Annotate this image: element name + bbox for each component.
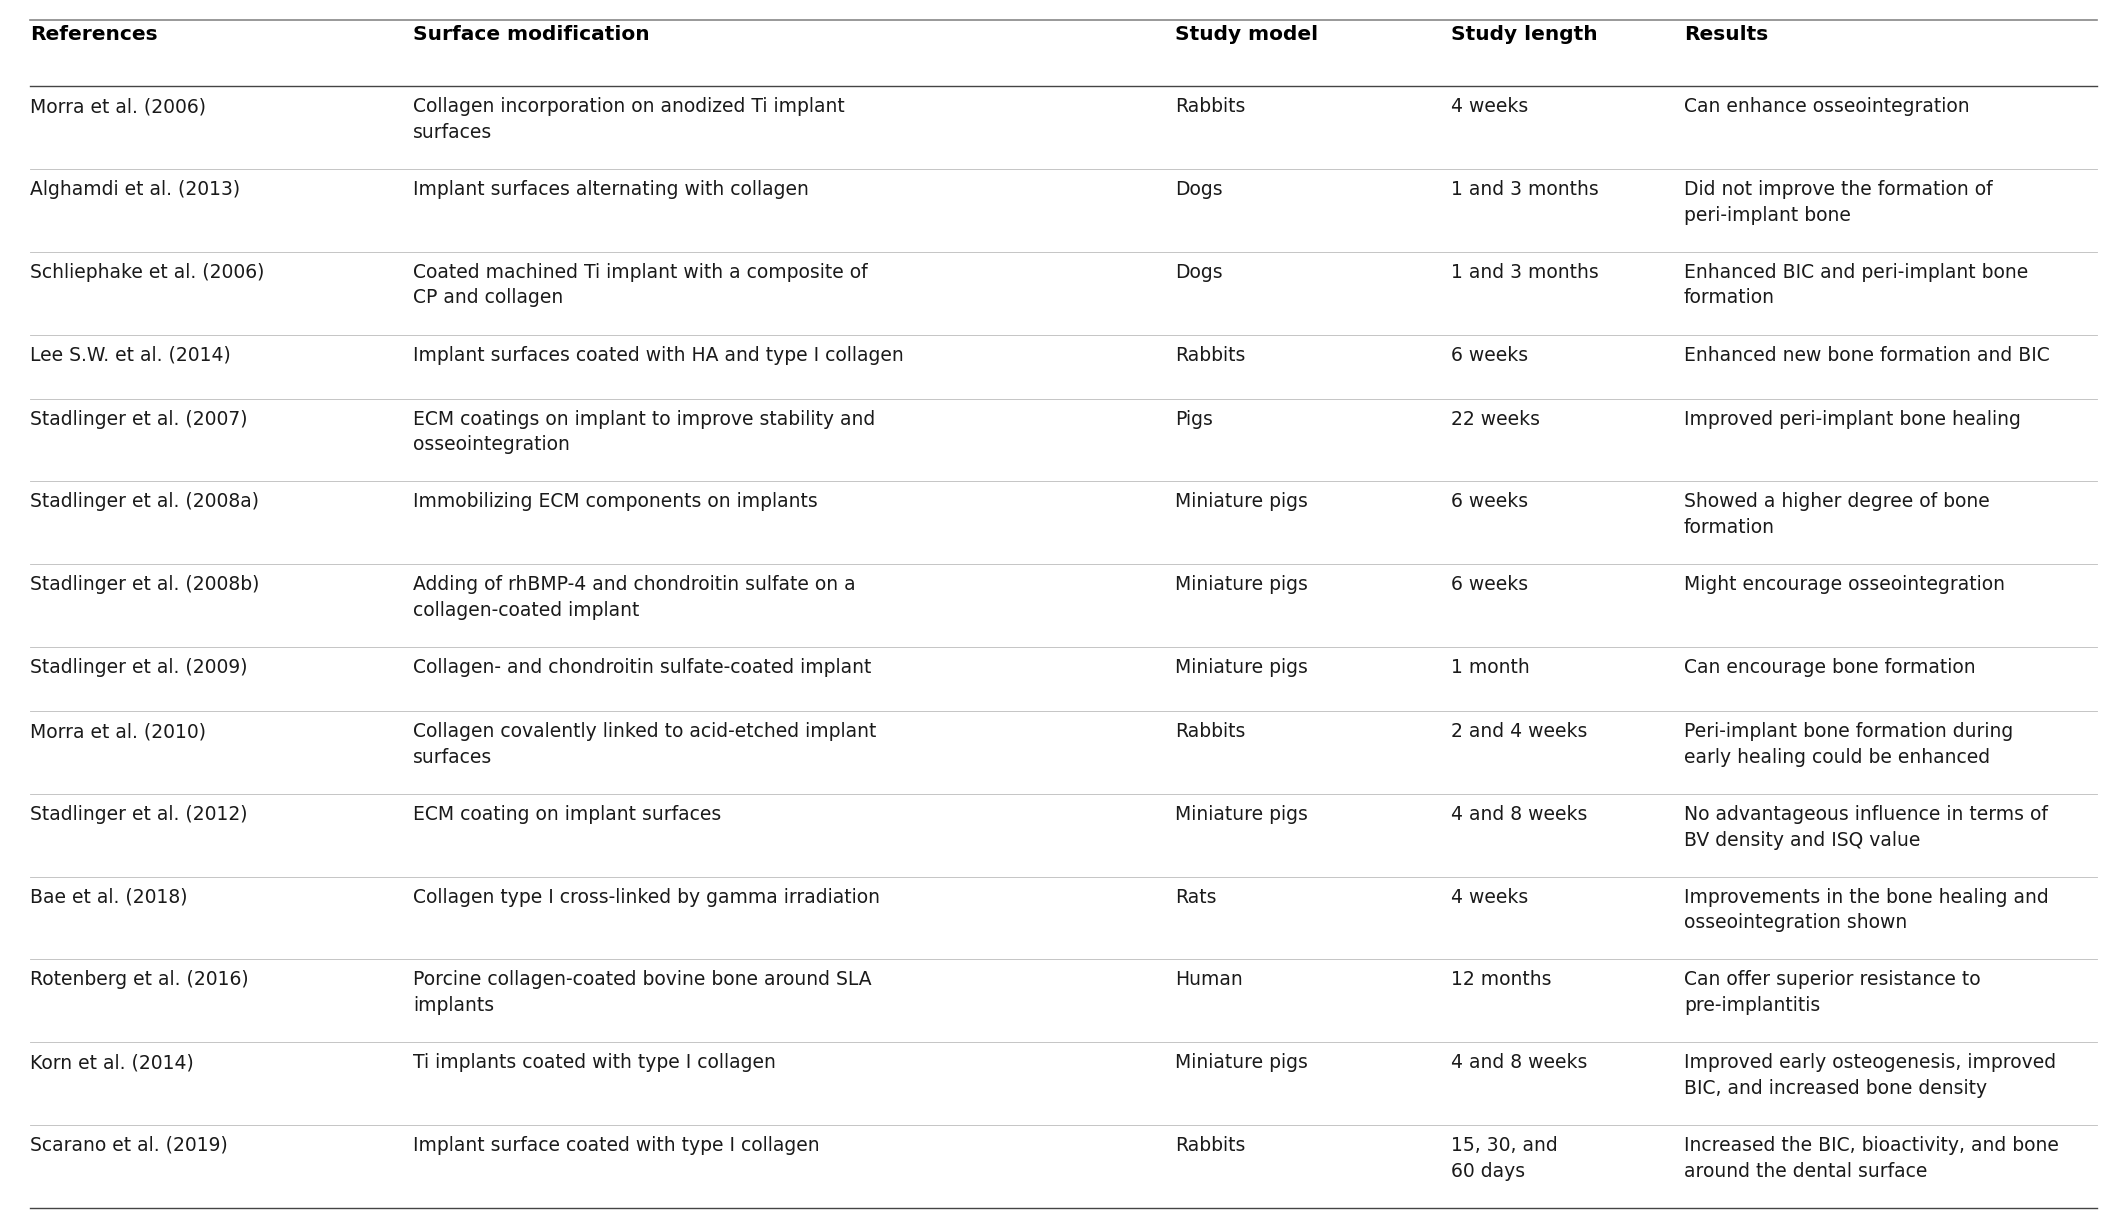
- Text: Did not improve the formation of
peri-implant bone: Did not improve the formation of peri-im…: [1684, 179, 1993, 225]
- Text: Miniature pigs: Miniature pigs: [1175, 805, 1309, 824]
- Text: Study model: Study model: [1175, 26, 1320, 44]
- Text: Can enhance osseointegration: Can enhance osseointegration: [1684, 98, 1970, 116]
- Text: Human: Human: [1175, 971, 1243, 989]
- Text: Bae et al. (2018): Bae et al. (2018): [30, 888, 186, 907]
- Text: Surface modification: Surface modification: [413, 26, 650, 44]
- Text: Peri-implant bone formation during
early healing could be enhanced: Peri-implant bone formation during early…: [1684, 722, 2012, 767]
- Text: Miniature pigs: Miniature pigs: [1175, 575, 1309, 595]
- Text: Miniature pigs: Miniature pigs: [1175, 658, 1309, 676]
- Text: 6 weeks: 6 weeks: [1451, 575, 1527, 595]
- Text: Stadlinger et al. (2007): Stadlinger et al. (2007): [30, 409, 248, 429]
- Text: 4 and 8 weeks: 4 and 8 weeks: [1451, 1054, 1586, 1072]
- Text: Rabbits: Rabbits: [1175, 98, 1245, 116]
- Text: Miniature pigs: Miniature pigs: [1175, 1054, 1309, 1072]
- Text: Rabbits: Rabbits: [1175, 1136, 1245, 1155]
- Text: Stadlinger et al. (2012): Stadlinger et al. (2012): [30, 805, 248, 824]
- Text: Coated machined Ti implant with a composite of
CP and collagen: Coated machined Ti implant with a compos…: [413, 263, 868, 308]
- Text: Collagen covalently linked to acid-etched implant
surfaces: Collagen covalently linked to acid-etche…: [413, 722, 877, 767]
- Text: Scarano et al. (2019): Scarano et al. (2019): [30, 1136, 227, 1155]
- Text: 12 months: 12 months: [1451, 971, 1550, 989]
- Text: Alghamdi et al. (2013): Alghamdi et al. (2013): [30, 179, 239, 199]
- Text: Showed a higher degree of bone
formation: Showed a higher degree of bone formation: [1684, 492, 1989, 537]
- Text: 6 weeks: 6 weeks: [1451, 346, 1527, 365]
- Text: Increased the BIC, bioactivity, and bone
around the dental surface: Increased the BIC, bioactivity, and bone…: [1684, 1136, 2059, 1181]
- Text: Collagen type I cross-linked by gamma irradiation: Collagen type I cross-linked by gamma ir…: [413, 888, 879, 907]
- Text: No advantageous influence in terms of
BV density and ISQ value: No advantageous influence in terms of BV…: [1684, 805, 2048, 850]
- Text: 4 weeks: 4 weeks: [1451, 888, 1527, 907]
- Text: Can offer superior resistance to
pre-implantitis: Can offer superior resistance to pre-imp…: [1684, 971, 1980, 1015]
- Text: ECM coating on implant surfaces: ECM coating on implant surfaces: [413, 805, 722, 824]
- Text: Improved early osteogenesis, improved
BIC, and increased bone density: Improved early osteogenesis, improved BI…: [1684, 1054, 2057, 1098]
- Text: 1 month: 1 month: [1451, 658, 1529, 676]
- Text: 1 and 3 months: 1 and 3 months: [1451, 263, 1599, 282]
- Text: Rabbits: Rabbits: [1175, 346, 1245, 365]
- Text: Immobilizing ECM components on implants: Immobilizing ECM components on implants: [413, 492, 818, 512]
- Text: Can encourage bone formation: Can encourage bone formation: [1684, 658, 1976, 676]
- Text: Ti implants coated with type I collagen: Ti implants coated with type I collagen: [413, 1054, 775, 1072]
- Text: 6 weeks: 6 weeks: [1451, 492, 1527, 512]
- Text: Rats: Rats: [1175, 888, 1218, 907]
- Text: Improvements in the bone healing and
osseointegration shown: Improvements in the bone healing and oss…: [1684, 888, 2048, 933]
- Text: Morra et al. (2006): Morra et al. (2006): [30, 98, 205, 116]
- Text: Lee S.W. et al. (2014): Lee S.W. et al. (2014): [30, 346, 231, 365]
- Text: Implant surfaces coated with HA and type I collagen: Implant surfaces coated with HA and type…: [413, 346, 904, 365]
- Text: Enhanced new bone formation and BIC: Enhanced new bone formation and BIC: [1684, 346, 2050, 365]
- Text: 22 weeks: 22 weeks: [1451, 409, 1540, 429]
- Text: Dogs: Dogs: [1175, 179, 1222, 199]
- Text: 4 weeks: 4 weeks: [1451, 98, 1527, 116]
- Text: References: References: [30, 26, 157, 44]
- Text: ECM coatings on implant to improve stability and
osseointegration: ECM coatings on implant to improve stabi…: [413, 409, 875, 454]
- Text: Miniature pigs: Miniature pigs: [1175, 492, 1309, 512]
- Text: Enhanced BIC and peri-implant bone
formation: Enhanced BIC and peri-implant bone forma…: [1684, 263, 2029, 308]
- Text: Morra et al. (2010): Morra et al. (2010): [30, 722, 205, 741]
- Text: Rabbits: Rabbits: [1175, 722, 1245, 741]
- Text: Collagen incorporation on anodized Ti implant
surfaces: Collagen incorporation on anodized Ti im…: [413, 98, 845, 142]
- Text: Dogs: Dogs: [1175, 263, 1222, 282]
- Text: 2 and 4 weeks: 2 and 4 weeks: [1451, 722, 1586, 741]
- Text: Might encourage osseointegration: Might encourage osseointegration: [1684, 575, 2006, 595]
- Text: Collagen- and chondroitin sulfate-coated implant: Collagen- and chondroitin sulfate-coated…: [413, 658, 870, 676]
- Text: Stadlinger et al. (2009): Stadlinger et al. (2009): [30, 658, 248, 676]
- Text: Stadlinger et al. (2008a): Stadlinger et al. (2008a): [30, 492, 258, 512]
- Text: Korn et al. (2014): Korn et al. (2014): [30, 1054, 193, 1072]
- Text: Implant surfaces alternating with collagen: Implant surfaces alternating with collag…: [413, 179, 809, 199]
- Text: Stadlinger et al. (2008b): Stadlinger et al. (2008b): [30, 575, 258, 595]
- Text: Porcine collagen-coated bovine bone around SLA
implants: Porcine collagen-coated bovine bone arou…: [413, 971, 873, 1015]
- Text: Adding of rhBMP-4 and chondroitin sulfate on a
collagen-coated implant: Adding of rhBMP-4 and chondroitin sulfat…: [413, 575, 856, 620]
- Text: Schliephake et al. (2006): Schliephake et al. (2006): [30, 263, 265, 282]
- Text: 1 and 3 months: 1 and 3 months: [1451, 179, 1599, 199]
- Text: Implant surface coated with type I collagen: Implant surface coated with type I colla…: [413, 1136, 820, 1155]
- Text: 4 and 8 weeks: 4 and 8 weeks: [1451, 805, 1586, 824]
- Text: Study length: Study length: [1451, 26, 1597, 44]
- Text: Results: Results: [1684, 26, 1769, 44]
- Text: 15, 30, and
60 days: 15, 30, and 60 days: [1451, 1136, 1557, 1181]
- Text: Improved peri-implant bone healing: Improved peri-implant bone healing: [1684, 409, 2021, 429]
- Text: Rotenberg et al. (2016): Rotenberg et al. (2016): [30, 971, 248, 989]
- Text: Pigs: Pigs: [1175, 409, 1214, 429]
